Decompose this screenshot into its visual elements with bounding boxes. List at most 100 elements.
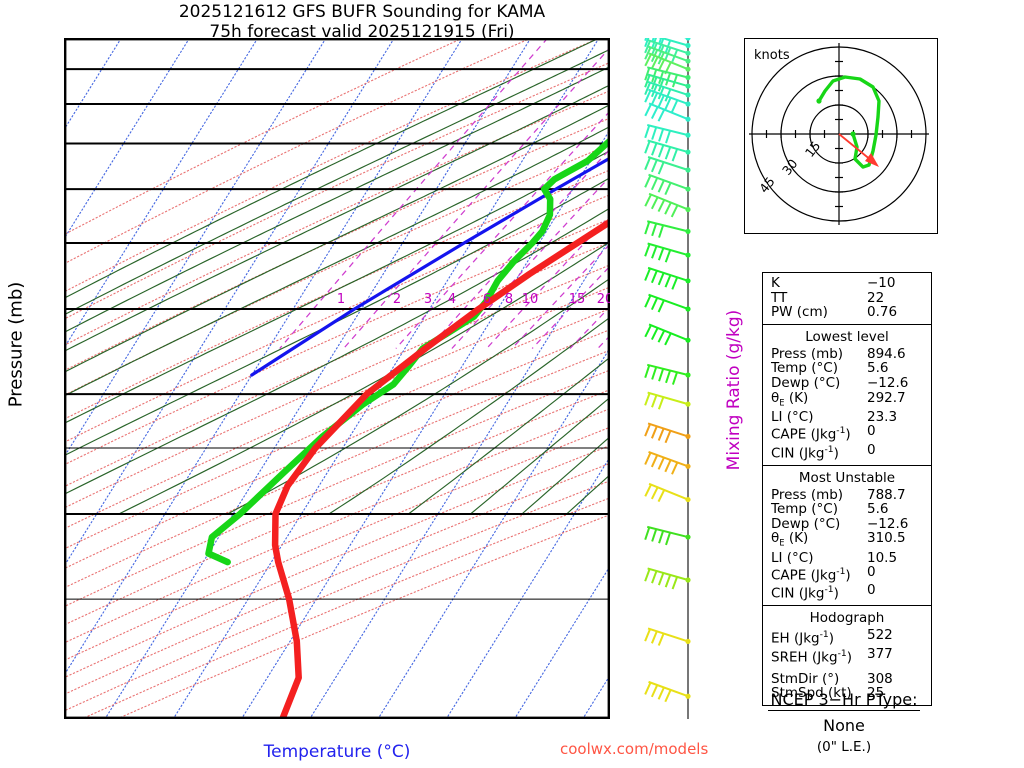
index-key: Temp (°C) <box>771 360 838 377</box>
wind-barb <box>644 627 691 646</box>
wind-barb <box>644 173 691 196</box>
index-key: LI (°C) <box>771 408 814 425</box>
wind-barb <box>644 266 691 290</box>
index-row: CAPE (Jkg-1) 0 <box>763 565 931 583</box>
index-key: StmDir (°) <box>771 670 840 687</box>
title-line-2: 75h forecast valid 2025121915 (Fri) <box>209 22 515 42</box>
index-key: TT <box>771 289 788 306</box>
mixing-ratio-value-label: 6 <box>483 292 491 307</box>
sounding-indices-panel: K −10 TT 22 PW (cm) 0.76 Lowest level Press (m… <box>762 272 932 706</box>
index-value: 23.3 <box>867 408 898 425</box>
mixing-ratio-value-label: 8 <box>505 292 513 307</box>
index-key: CAPE (Jkg-1) <box>771 566 851 584</box>
lowest-level-section: Lowest level Press (mb) 894.6 Temp (°C) 5.6 D… <box>763 325 931 466</box>
chart-title: 2025121612 GFS BUFR Sounding for KAMA 75… <box>0 2 724 42</box>
wind-barb <box>644 391 691 410</box>
index-key: EH (Jkg-1) <box>771 629 835 647</box>
index-value: 0 <box>867 423 876 440</box>
wind-barb <box>644 156 691 175</box>
wind-barb <box>644 567 691 590</box>
indices-section: K −10 TT 22 PW (cm) 0.76 <box>763 273 931 325</box>
skewt-diagram: 1002003004005006007008009001000−30−20−10… <box>64 38 610 719</box>
index-value: −10 <box>867 275 896 291</box>
index-row: EH (Jkg-1) 522 <box>763 628 931 646</box>
index-row: θE (K) 310.5 <box>763 531 931 550</box>
hodograph-trace <box>817 75 881 169</box>
index-row: Dewp (°C) −12.6 <box>763 517 931 532</box>
wind-barb <box>644 680 691 703</box>
wind-barb <box>644 242 691 263</box>
wind-barb <box>644 525 691 546</box>
watermark: coolwx.com/models <box>560 740 709 758</box>
index-row: StmDir (°) 308 <box>763 672 931 687</box>
index-value: 0 <box>867 564 876 581</box>
wind-barb <box>644 293 691 313</box>
index-key: StmSpd (kt) <box>771 685 852 702</box>
index-row: LI (°C) 10.5 <box>763 551 931 566</box>
storm-motion-arrow <box>838 133 879 167</box>
index-key: CIN (Jkg-1) <box>771 584 839 602</box>
index-key: θE (K) <box>771 530 809 549</box>
wind-barb <box>644 363 691 385</box>
index-row: CIN (Jkg-1) 0 <box>763 583 931 601</box>
index-value: 292.7 <box>867 389 906 406</box>
index-key: Press (mb) <box>771 345 844 362</box>
most-unstable-section: Most Unstable Press (mb) 788.7 Temp (°C) 5.6… <box>763 466 931 607</box>
index-row: TT 22 <box>763 289 931 306</box>
section-header: Most Unstable <box>798 469 896 486</box>
index-value: 310.5 <box>867 530 906 547</box>
index-key: Press (mb) <box>771 486 844 503</box>
index-row: Press (mb) 788.7 <box>763 488 931 503</box>
ptype-header: NCEP 3−Hr PType: <box>768 690 920 711</box>
index-row: CIN (Jkg-1) 0 <box>763 442 931 461</box>
mixing-ratio-value-label: 10 <box>522 292 539 307</box>
index-row: Dewp (°C) −12.6 <box>763 376 931 391</box>
mixing-ratio-value-label: 1 <box>337 292 345 307</box>
index-value: 25 <box>867 685 885 702</box>
wind-barb <box>644 450 691 475</box>
index-value: 22 <box>867 289 885 306</box>
wind-barb <box>644 102 691 122</box>
ptype-amount: (0" L.E.) <box>816 739 872 755</box>
index-value: 0.76 <box>867 304 898 321</box>
title-line-1: 2025121612 GFS BUFR Sounding for KAMA <box>178 2 546 22</box>
wind-barb <box>644 124 691 144</box>
wind-barb-column <box>610 26 740 719</box>
index-row: Press (mb) 894.6 <box>763 347 931 362</box>
wind-barb <box>644 323 691 346</box>
wind-barb <box>644 52 691 75</box>
index-value: 5.6 <box>867 501 889 518</box>
index-key: LI (°C) <box>771 549 814 566</box>
index-value: −12.6 <box>867 374 909 391</box>
index-key: K <box>771 275 780 291</box>
index-value: 5.6 <box>867 360 889 377</box>
index-value: 0 <box>867 582 876 599</box>
index-key: θE (K) <box>771 389 809 408</box>
index-row: Temp (°C) 5.6 <box>763 502 931 517</box>
index-key: PW (cm) <box>771 304 828 321</box>
wind-barb <box>644 139 691 162</box>
index-value: −12.6 <box>867 515 909 532</box>
hodograph-panel: knots 15 30 45 <box>744 38 938 234</box>
index-value: 788.7 <box>867 486 906 503</box>
mixing-ratio-value-label: 15 <box>569 292 586 307</box>
ptype-value: None <box>823 716 865 735</box>
mixing-ratio-value-label: 20 <box>597 292 610 307</box>
pressure-axis-title: Pressure (mb) <box>5 281 27 408</box>
section-header: Hodograph <box>809 610 885 627</box>
index-value: 894.6 <box>867 345 906 362</box>
mixing-ratio-value-label: 2 <box>393 292 401 307</box>
mixing-ratio-value-label: 4 <box>448 292 456 307</box>
ptype-panel: NCEP 3−Hr PType: None (0" L.E.) <box>744 690 944 755</box>
index-row: θE (K) 292.7 <box>763 389 931 410</box>
index-row: CAPE (Jkg-1) 0 <box>763 424 931 442</box>
index-key: Dewp (°C) <box>771 515 841 532</box>
index-row: StmSpd (kt) 25 <box>763 686 931 701</box>
index-value: 308 <box>867 670 893 687</box>
index-row: LI (°C) 23.3 <box>763 410 931 425</box>
wind-barb <box>644 88 691 113</box>
index-row: K −10 <box>763 276 931 291</box>
index-row: SREH (Jkg-1) 377 <box>763 645 931 665</box>
temperature-axis-title: Temperature (°C) <box>263 742 411 762</box>
index-value: 377 <box>867 645 893 662</box>
